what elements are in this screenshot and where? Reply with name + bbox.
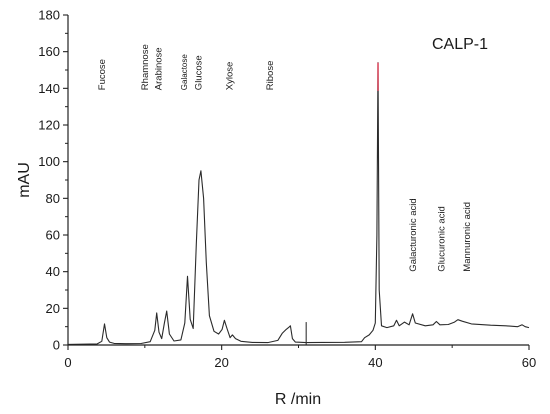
axes: 0 20 40 60 80 100 120 140 160 180 0 20 40 60 — [38, 8, 536, 371]
peak-label: Galactose — [180, 54, 189, 91]
y-tick-label: 80 — [46, 191, 60, 206]
series-line — [67, 62, 530, 345]
peak-label: Mannuronic acid — [462, 202, 473, 272]
x-tick-label: 0 — [64, 355, 71, 370]
peak-label: Glucuronic acid — [437, 206, 448, 271]
peak-label: Glucose — [194, 55, 205, 90]
peak-label: Galacturonic acid — [408, 198, 419, 271]
y-tick-label: 160 — [38, 44, 60, 59]
y-tick-label: 180 — [38, 8, 60, 23]
y-tick-label: 20 — [46, 301, 60, 316]
y-tick-label: 40 — [46, 264, 60, 279]
x-tick-label: 60 — [522, 355, 536, 370]
y-tick-label: 140 — [38, 81, 60, 96]
y-tick-label: 0 — [53, 338, 60, 353]
peak-label: Fucose — [97, 59, 108, 90]
y-axis-title: mAU — [16, 162, 33, 198]
peak-label: Rhamnose — [140, 44, 151, 90]
x-tick-label: 40 — [368, 355, 382, 370]
x-axis-title: R /min — [275, 391, 321, 408]
y-tick-label: 60 — [46, 228, 60, 243]
y-tick-label: 120 — [38, 118, 60, 133]
y-tick-label: 100 — [38, 154, 60, 169]
peak-label: Arabinose — [154, 47, 165, 90]
peak-label: Xylose — [224, 62, 235, 91]
chart-title: CALP-1 — [432, 36, 488, 53]
x-tick-label: 20 — [214, 355, 228, 370]
peak-label: Ribose — [265, 61, 276, 91]
peak-annotations: Fucose Rhamnose Arabinose Galactose Glucose X… — [97, 44, 473, 271]
